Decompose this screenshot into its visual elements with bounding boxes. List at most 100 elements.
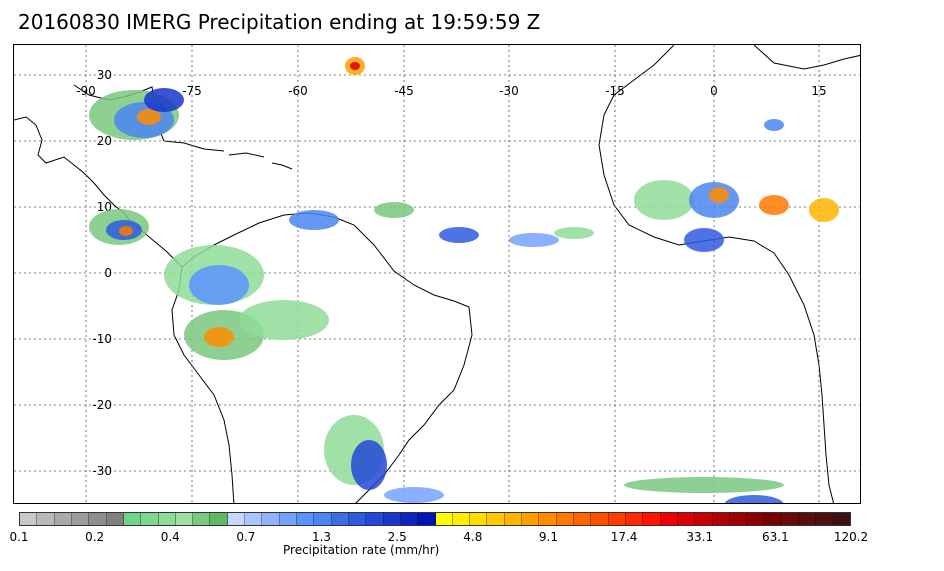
colorbar-cell [383,513,401,525]
colorbar-tick-label: 0.4 [160,530,180,544]
colorbar-cell [279,513,297,525]
longitude-label: -75 [182,84,202,98]
precipitation-field [89,57,839,503]
colorbar-cell [816,513,834,525]
colorbar-cell [418,513,436,525]
coastline-south-america-west [171,266,235,503]
colorbar-cell [123,513,142,525]
longitude-label: -90 [76,84,96,98]
longitude-label: -15 [605,84,625,98]
colorbar-cell [522,513,540,525]
colorbar-cell [625,513,644,525]
colorbar-cell [712,513,730,525]
colorbar-cell [764,513,782,525]
colorbar-cell [799,513,817,525]
precipitation-cell [759,195,789,215]
colorbar-cell [366,513,384,525]
colorbar-cell [314,513,332,525]
colorbar-tick-label: 0.1 [9,530,29,544]
precipitation-cell [724,495,784,503]
colorbar-cell [245,513,263,525]
colorbar-tick-label: 2.5 [387,530,407,544]
colorbar-cell [504,513,523,525]
colorbar-cell [695,513,713,525]
colorbar-tick-label: 0.2 [85,530,105,544]
precipitation-cell [119,226,133,236]
colorbar-cell [89,513,107,525]
colorbar-tick-labels: 0.1 0.2 0.4 0.7 1.3 2.5 4.8 9.1 17.4 33.1 63.1 120.… [0,530,944,544]
colorbar-cell [20,513,38,525]
precipitation-cell [709,187,729,203]
precipitation-cell [350,62,360,70]
colorbar-cell [37,513,55,525]
colorbar-tick-label: 17.4 [610,530,638,544]
precipitation-cell [137,109,161,125]
latitude-label: -30 [92,464,112,478]
colorbar-tick-label: 33.1 [686,530,714,544]
colorbar-cell [539,513,557,525]
precipitation-cell [764,119,784,131]
colorbar-tick-label: 0.7 [236,530,256,544]
precipitation-cell [684,228,724,252]
colorbar-cell [677,513,696,525]
colorbar-cell [487,513,505,525]
precipitation-cell [351,440,387,490]
precipitation-cell [809,198,839,222]
colorbar-tick-label: 1.3 [311,530,332,544]
colorbar-cell [175,513,194,525]
colorbar-cell [400,513,419,525]
colorbar-tick-label: 120.2 [833,530,869,544]
colorbar-cell [660,513,678,525]
colorbar-cell [193,513,211,525]
colorbar-cell [729,513,748,525]
latitude-label: 0 [104,266,112,280]
colorbar-cell [435,513,453,525]
coastline-south-america [181,212,473,503]
colorbar-title: Precipitation rate (mm/hr) [283,543,440,557]
longitude-label: 15 [811,84,826,98]
colorbar [19,512,851,526]
colorbar-cell [262,513,280,525]
coastline-europe [753,45,860,70]
page-title: 20160830 IMERG Precipitation ending at 1… [18,10,541,34]
longitude-label: -60 [288,84,308,98]
precipitation-cell [554,227,594,239]
colorbar-cell [141,513,159,525]
longitude-label: 0 [710,84,718,98]
colorbar-cell [556,513,574,525]
colorbar-cell [227,513,246,525]
colorbar-cell [210,513,228,525]
precipitation-cell [634,180,694,220]
precipitation-cell [289,210,339,230]
latitude-label: -20 [92,398,112,412]
latitude-label: 30 [97,68,112,82]
precipitation-cell [384,487,444,503]
precipitation-cell [624,477,784,493]
colorbar-cell [591,513,609,525]
colorbar-cell [331,513,349,525]
longitude-label: -30 [499,84,519,98]
coastline-north-america [14,116,183,268]
colorbar-cell [833,513,850,525]
precipitation-cell [204,327,234,347]
colorbar-cell [348,513,367,525]
colorbar-cell [470,513,488,525]
precipitation-cell [144,88,184,112]
precipitation-cell [189,265,249,305]
colorbar-cell [747,513,765,525]
colorbar-cell [71,513,90,525]
colorbar-tick-label: 4.8 [463,530,483,544]
coastline-africa [598,45,835,503]
colorbar-tick-label: 63.1 [762,530,789,544]
colorbar-cell [643,513,661,525]
colorbar-cell [106,513,124,525]
colorbar-cell [54,513,72,525]
latitude-label: 20 [97,134,112,148]
precipitation-cell [239,300,329,340]
colorbar-cell [297,513,315,525]
colorbar-tick-label: 9.1 [538,530,558,544]
latitude-label: -10 [92,332,112,346]
colorbar-cell [608,513,626,525]
